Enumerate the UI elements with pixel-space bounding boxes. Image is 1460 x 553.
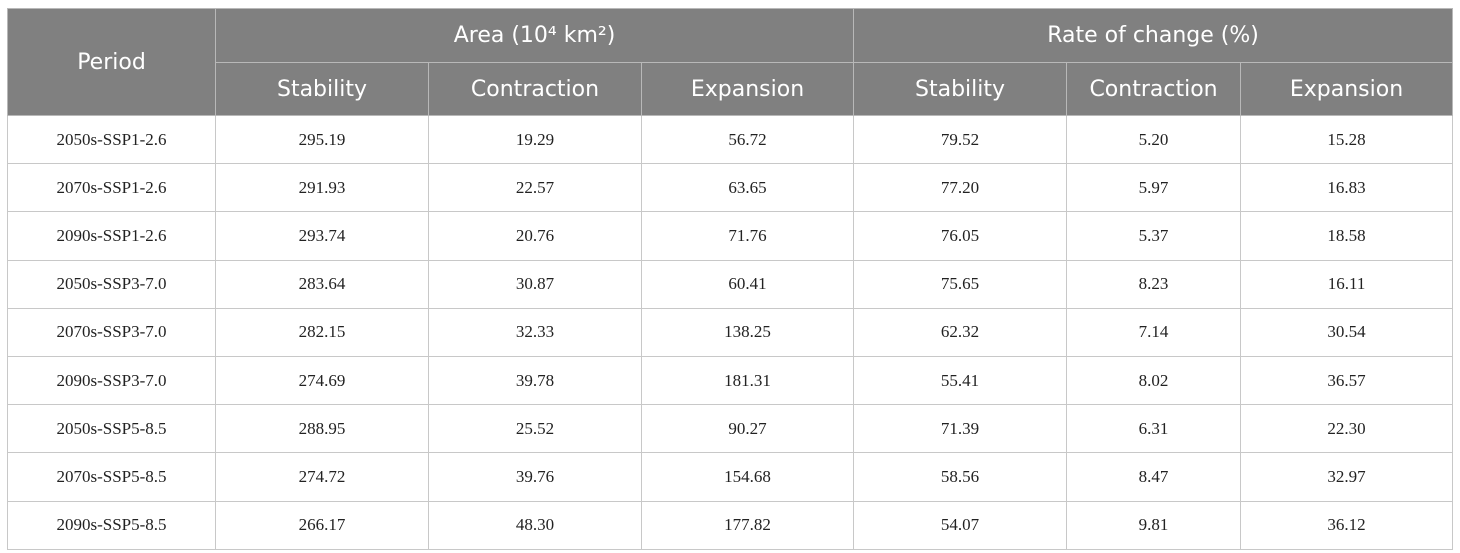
table-cell: 90.27 (640, 404, 855, 454)
table-cell: 5.97 (1066, 163, 1242, 213)
header-cell: Contraction (428, 62, 642, 116)
table-cell: 75.65 (853, 259, 1068, 309)
table-row: 2050s-SSP3-7.0 283.64 30.87 60.41 75.65 8.23 1… (7, 259, 1454, 309)
table-cell: 55.41 (853, 355, 1068, 406)
table-cell: 71.76 (640, 211, 855, 261)
table-row: 2090s-SSP1-2.6 293.74 20.76 71.76 76.05 5.37 1… (7, 211, 1454, 261)
table-cell: 8.02 (1066, 355, 1242, 406)
table-cell: 30.54 (1240, 307, 1454, 357)
table-cell: 5.20 (1066, 114, 1242, 165)
table-cell: 32.97 (1240, 452, 1454, 502)
table-cell: 2050s-SSP1-2.6 (7, 114, 216, 165)
table-cell: 2070s-SSP5-8.5 (7, 452, 216, 502)
table-cell: 79.52 (853, 114, 1068, 165)
table-cell: 138.25 (640, 307, 855, 357)
table-cell: 291.93 (215, 163, 429, 213)
table-cell: 20.76 (428, 211, 642, 261)
table-cell: 76.05 (853, 211, 1068, 261)
table-cell: 154.68 (640, 452, 855, 502)
header-cell: Expansion (1240, 62, 1454, 116)
data-table: Period Area (10⁴ km²) Rate of change (%)… (7, 8, 1454, 550)
header-cell: Stability (215, 62, 429, 116)
table-cell: 18.58 (1240, 211, 1454, 261)
table-cell: 288.95 (215, 404, 429, 454)
table-cell: 56.72 (640, 114, 855, 165)
table-cell: 274.72 (215, 452, 429, 502)
table-cell: 30.87 (428, 259, 642, 309)
table-body: 2050s-SSP1-2.6 295.19 19.29 56.72 79.52 5.20 1… (7, 114, 1454, 550)
table-cell: 36.57 (1240, 355, 1454, 406)
table-cell: 19.29 (428, 114, 642, 165)
table-cell: 9.81 (1066, 500, 1242, 550)
table-cell: 22.57 (428, 163, 642, 213)
table-cell: 181.31 (640, 355, 855, 406)
table-cell: 16.83 (1240, 163, 1454, 213)
group-header: Rate of change (%) (853, 8, 1454, 63)
table-row: 2090s-SSP5-8.5 266.17 48.30 177.82 54.07 9.81… (7, 500, 1454, 550)
table-cell: 8.47 (1066, 452, 1242, 502)
table-cell: 2090s-SSP5-8.5 (7, 500, 216, 550)
table-cell: 2050s-SSP5-8.5 (7, 404, 216, 454)
table-cell: 63.65 (640, 163, 855, 213)
header-row: Stability Contraction Expansion Stability Co… (8, 62, 1454, 116)
table-cell: 2070s-SSP3-7.0 (7, 307, 216, 357)
table-cell: 2090s-SSP1-2.6 (7, 211, 216, 261)
table-cell: 54.07 (853, 500, 1068, 550)
table-cell: 60.41 (640, 259, 855, 309)
table-row: 2070s-SSP5-8.5 274.72 39.76 154.68 58.56 8.47… (7, 452, 1454, 502)
table-cell: 71.39 (853, 404, 1068, 454)
table-header: Period Area (10⁴ km²) Rate of change (%)… (7, 8, 1454, 116)
table-cell: 2070s-SSP1-2.6 (7, 163, 216, 213)
table-cell: 48.30 (428, 500, 642, 550)
header-cell: Period (7, 8, 216, 116)
table-cell: 62.32 (853, 307, 1068, 357)
table-cell: 58.56 (853, 452, 1068, 502)
table-row: 2070s-SSP1-2.6 291.93 22.57 63.65 77.20 5.97 1… (7, 163, 1454, 213)
table-row: 2050s-SSP5-8.5 288.95 25.52 90.27 71.39 6.31 2… (7, 404, 1454, 454)
table-cell: 283.64 (215, 259, 429, 309)
table-cell: 8.23 (1066, 259, 1242, 309)
table-cell: 36.12 (1240, 500, 1454, 550)
table-cell: 16.11 (1240, 259, 1454, 309)
table-cell: 2090s-SSP3-7.0 (7, 355, 216, 406)
table-cell: 7.14 (1066, 307, 1242, 357)
table-cell: 25.52 (428, 404, 642, 454)
group-header: Area (10⁴ km²) (214, 8, 855, 63)
table-row: 2070s-SSP3-7.0 282.15 32.33 138.25 62.32 7.14… (7, 307, 1454, 357)
table-cell: 295.19 (215, 114, 429, 165)
table-cell: 177.82 (640, 500, 855, 550)
table-cell: 293.74 (215, 211, 429, 261)
header-cell: Contraction (1066, 62, 1242, 116)
table-row: 2090s-SSP3-7.0 274.69 39.78 181.31 55.41 8.02… (7, 355, 1454, 406)
table-cell: 39.78 (428, 355, 642, 406)
table-cell: 266.17 (215, 500, 429, 550)
table-cell: 274.69 (215, 355, 429, 406)
table-cell: 6.31 (1066, 404, 1242, 454)
header-cell: Expansion (640, 62, 855, 116)
table-cell: 77.20 (853, 163, 1068, 213)
table-cell: 39.76 (428, 452, 642, 502)
table-cell: 282.15 (215, 307, 429, 357)
table-row: 2050s-SSP1-2.6 295.19 19.29 56.72 79.52 5.20 1… (7, 114, 1454, 165)
table-cell: 15.28 (1240, 114, 1454, 165)
table-cell: 5.37 (1066, 211, 1242, 261)
table-cell: 32.33 (428, 307, 642, 357)
header-cell: Stability (853, 62, 1068, 116)
table-cell: 22.30 (1240, 404, 1454, 454)
table-cell: 2050s-SSP3-7.0 (7, 259, 216, 309)
